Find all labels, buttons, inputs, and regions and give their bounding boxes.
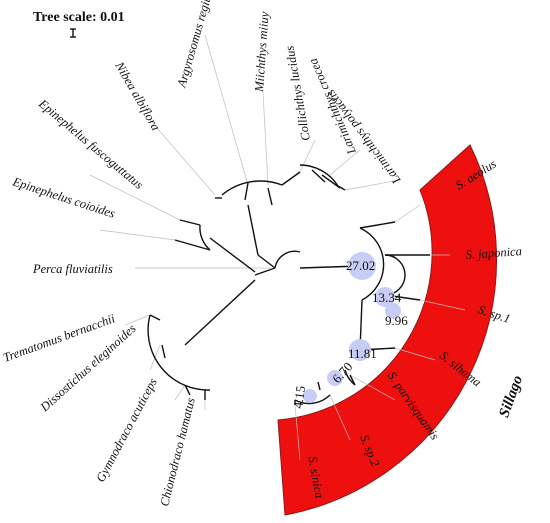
node-marker (327, 370, 343, 386)
node-value: 9.96 (385, 313, 408, 328)
tree-branches (147, 164, 430, 405)
node-marker (385, 303, 401, 319)
node-value: 27.02 (346, 258, 375, 273)
scale-bar (70, 28, 76, 38)
leaf-collichthys: Collichthys lucidus (282, 45, 313, 142)
node-value: 11.81 (348, 346, 377, 361)
leaf-miichthys: Miichthys miiuy (252, 11, 272, 93)
leaf-larimichthys-polyactis: Larimichthys polyactis (323, 87, 404, 188)
leaf-epinephelus-coioides: Epinephelus coioides (10, 174, 117, 221)
leaf-epinephelus-fusco: Epinephelus fuscoguttatus (35, 96, 146, 192)
node-markers (303, 252, 401, 403)
node-marker (375, 287, 395, 307)
leader-lines (89, 34, 466, 461)
leaf-s-japonica: S. japonica (465, 244, 522, 262)
clade-label-sillago: Sillago (496, 374, 526, 420)
node-marker (303, 389, 317, 403)
sillago-clade-highlight (277, 144, 498, 516)
node-marker (349, 339, 371, 361)
node-marker (348, 252, 376, 280)
scale-label: Tree scale: 0.01 (33, 10, 125, 25)
leaf-chionodraco: Chionodraco hamatus (157, 396, 198, 508)
node-value: 13.34 (372, 290, 402, 305)
node-value: 4.15 (290, 385, 308, 410)
leaf-perca: Perca fluviatilis (32, 262, 113, 276)
leaf-argyrosomus: Argyrosomus regius (174, 0, 215, 90)
leaf-gymnodraco: Gymnodraco acuticeps (93, 376, 160, 485)
leaf-nibea: Nibea albiflora (112, 59, 163, 133)
